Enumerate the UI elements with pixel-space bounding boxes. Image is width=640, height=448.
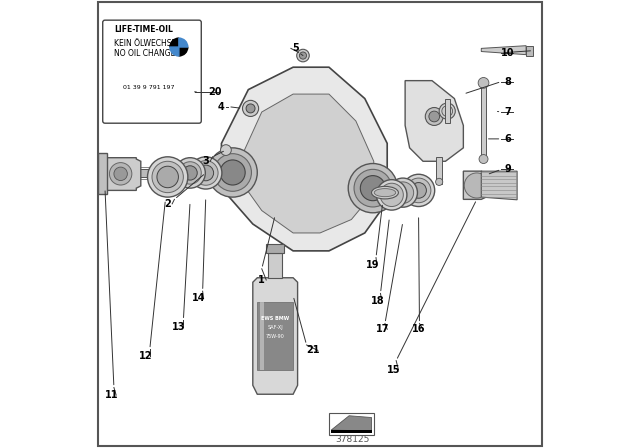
Circle shape — [168, 36, 189, 58]
Ellipse shape — [392, 182, 413, 203]
Ellipse shape — [183, 166, 197, 180]
FancyBboxPatch shape — [103, 20, 202, 123]
FancyBboxPatch shape — [329, 413, 374, 435]
Text: 3: 3 — [202, 156, 209, 166]
Ellipse shape — [374, 189, 396, 197]
Text: 5: 5 — [292, 43, 299, 53]
Wedge shape — [179, 38, 188, 47]
Polygon shape — [332, 416, 371, 431]
Text: 6: 6 — [505, 134, 511, 144]
Ellipse shape — [403, 174, 435, 207]
Bar — [260, 302, 264, 370]
Polygon shape — [105, 158, 141, 190]
Text: KEIN ÖLWECHSEL: KEIN ÖLWECHSEL — [114, 39, 180, 47]
Circle shape — [214, 154, 252, 191]
Text: 20: 20 — [208, 87, 221, 97]
Polygon shape — [221, 67, 387, 251]
Ellipse shape — [148, 157, 188, 197]
Circle shape — [439, 103, 455, 119]
Text: SAF-XJ: SAF-XJ — [268, 324, 283, 330]
Circle shape — [464, 173, 490, 198]
Text: 75W-90: 75W-90 — [266, 333, 285, 339]
Ellipse shape — [189, 157, 222, 189]
Ellipse shape — [406, 178, 431, 203]
Circle shape — [114, 167, 127, 181]
Text: 14: 14 — [192, 293, 206, 303]
Ellipse shape — [372, 186, 399, 199]
Circle shape — [360, 176, 385, 201]
Bar — [266, 244, 284, 253]
Text: 16: 16 — [412, 324, 426, 334]
Text: LIFE-TIME-OIL: LIFE-TIME-OIL — [114, 25, 173, 34]
Circle shape — [109, 163, 132, 185]
Circle shape — [478, 78, 489, 88]
Circle shape — [246, 104, 255, 113]
Circle shape — [354, 169, 392, 207]
Wedge shape — [179, 47, 188, 56]
Circle shape — [208, 148, 257, 197]
Text: 378125: 378125 — [335, 435, 369, 444]
Text: 11: 11 — [105, 390, 118, 400]
Text: 13: 13 — [172, 322, 186, 332]
Bar — [114, 167, 212, 179]
Text: 18: 18 — [371, 296, 384, 306]
Ellipse shape — [157, 166, 179, 188]
FancyBboxPatch shape — [99, 2, 541, 446]
Bar — [332, 430, 372, 433]
Circle shape — [442, 106, 452, 116]
Bar — [436, 157, 442, 184]
Polygon shape — [253, 278, 298, 394]
Bar — [257, 302, 293, 370]
Circle shape — [297, 49, 309, 62]
Circle shape — [429, 111, 440, 122]
Polygon shape — [463, 171, 490, 199]
Text: 2: 2 — [164, 199, 171, 209]
Polygon shape — [239, 94, 374, 233]
Text: 1: 1 — [259, 275, 265, 285]
Text: 19: 19 — [365, 260, 379, 270]
Bar — [114, 169, 212, 177]
Polygon shape — [481, 171, 517, 200]
Polygon shape — [405, 81, 463, 161]
Text: 7: 7 — [505, 107, 511, 117]
Ellipse shape — [376, 180, 407, 210]
Ellipse shape — [193, 161, 218, 185]
Text: NO OIL CHANGE: NO OIL CHANGE — [114, 49, 175, 58]
Text: 01 39 9 791 197: 01 39 9 791 197 — [123, 85, 174, 90]
Circle shape — [300, 52, 307, 59]
Ellipse shape — [152, 161, 184, 193]
Bar — [481, 87, 486, 161]
Ellipse shape — [380, 183, 403, 207]
Text: 21: 21 — [307, 345, 320, 355]
Bar — [269, 253, 282, 278]
Ellipse shape — [388, 178, 417, 207]
Bar — [526, 46, 533, 56]
Wedge shape — [170, 38, 179, 47]
Ellipse shape — [411, 183, 426, 198]
Circle shape — [221, 145, 231, 155]
Polygon shape — [99, 153, 108, 194]
Circle shape — [220, 160, 245, 185]
Wedge shape — [170, 47, 179, 56]
Polygon shape — [481, 46, 526, 55]
Text: 15: 15 — [387, 365, 401, 375]
Text: 4: 4 — [218, 102, 225, 112]
Text: 9: 9 — [505, 164, 511, 174]
Text: 17: 17 — [376, 324, 390, 334]
Text: 8: 8 — [505, 77, 511, 86]
Ellipse shape — [198, 165, 214, 181]
Text: 10: 10 — [501, 48, 515, 58]
Ellipse shape — [175, 158, 205, 188]
Circle shape — [243, 100, 259, 116]
Circle shape — [348, 164, 397, 213]
Text: EWS BMW: EWS BMW — [261, 315, 289, 321]
Text: 12: 12 — [138, 351, 152, 361]
Circle shape — [479, 155, 488, 164]
Ellipse shape — [179, 162, 201, 184]
Circle shape — [426, 108, 444, 125]
Bar — [445, 99, 450, 123]
Circle shape — [436, 178, 443, 185]
